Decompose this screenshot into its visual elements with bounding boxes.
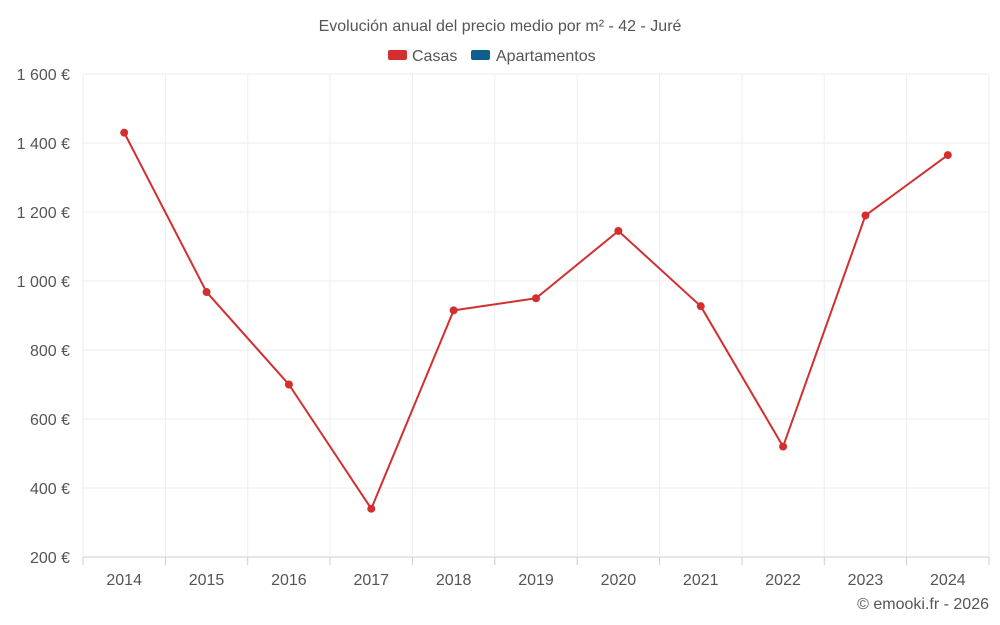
data-point[interactable]	[532, 294, 540, 303]
y-tick-label: 1 600 €	[17, 67, 70, 84]
data-point[interactable]	[779, 442, 788, 451]
data-point[interactable]	[449, 306, 458, 315]
series-casas	[120, 128, 952, 513]
legend-swatch-apartamentos	[471, 50, 490, 60]
x-tick-label: 2018	[436, 572, 472, 589]
legend: Casas Apartamentos	[388, 48, 596, 65]
y-tick-label: 800 €	[30, 343, 70, 360]
legend-label-casas: Casas	[412, 48, 457, 65]
x-tick-label: 2020	[601, 572, 637, 589]
x-tick-label: 2016	[271, 572, 307, 589]
grid	[82, 73, 990, 558]
data-point[interactable]	[943, 151, 952, 160]
data-point[interactable]	[367, 504, 376, 513]
x-axis: 2014 2015 2016 2017 2018 2019 2020 2021 2022 2023…	[82, 557, 990, 589]
y-tick-label: 600 €	[30, 412, 70, 429]
data-point[interactable]	[202, 288, 211, 297]
credit: © emooki.fr - 2026	[857, 596, 989, 613]
data-point[interactable]	[861, 211, 870, 220]
y-tick-label: 400 €	[30, 481, 70, 498]
data-point[interactable]	[696, 302, 705, 311]
legend-swatch-casas	[388, 50, 407, 60]
x-tick-label: 2021	[683, 572, 719, 589]
x-tick-label: 2019	[518, 572, 554, 589]
chart-title: Evolución anual del precio medio por m² …	[319, 18, 682, 35]
x-tick-label: 2023	[848, 572, 884, 589]
y-tick-label: 1 400 €	[17, 136, 70, 153]
x-tick-label: 2014	[106, 572, 142, 589]
y-tick-label: 1 000 €	[17, 274, 70, 291]
x-tick-label: 2022	[765, 572, 801, 589]
y-tick-label: 1 200 €	[17, 205, 70, 222]
data-point[interactable]	[614, 226, 623, 235]
x-tick-label: 2015	[189, 572, 225, 589]
legend-item-casas[interactable]: Casas	[388, 48, 457, 65]
data-point[interactable]	[120, 128, 129, 137]
data-point[interactable]	[284, 380, 293, 389]
x-tick-label: 2024	[930, 572, 966, 589]
y-axis: 200 € 400 € 600 € 800 € 1 000 € 1 200 € 1 400 …	[17, 67, 70, 567]
x-tick-label: 2017	[353, 572, 389, 589]
legend-item-apartamentos[interactable]: Apartamentos	[471, 48, 596, 65]
y-tick-label: 200 €	[30, 550, 70, 567]
legend-label-apartamentos: Apartamentos	[496, 48, 596, 65]
